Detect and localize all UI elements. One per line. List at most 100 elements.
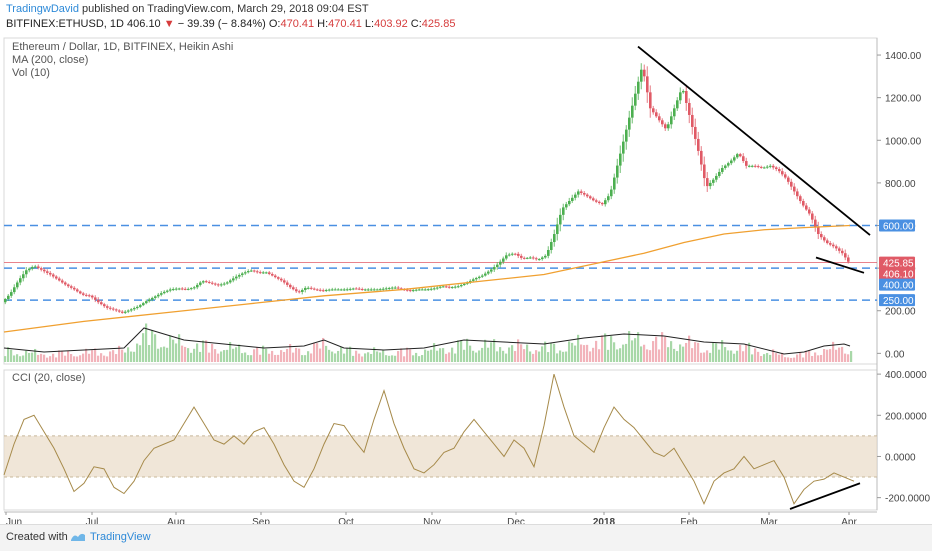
candle-body xyxy=(667,124,670,129)
candle-body xyxy=(649,92,652,109)
price-badge xyxy=(879,219,915,232)
volume-bar xyxy=(397,351,400,362)
x-axis-label: Apr xyxy=(841,517,857,524)
candle-body xyxy=(343,289,346,291)
x-axis-label: Jul xyxy=(86,517,99,524)
volume-bar xyxy=(409,349,412,362)
volume-bar xyxy=(493,339,496,362)
price-trendline xyxy=(637,45,871,236)
candle-body xyxy=(91,295,94,298)
candle-body xyxy=(421,289,424,291)
volume-bar xyxy=(556,353,559,362)
volume-bar xyxy=(727,350,730,362)
candle-body xyxy=(634,93,637,106)
candle-body xyxy=(340,289,343,291)
volume-bar xyxy=(592,347,595,362)
candle-body xyxy=(778,169,781,172)
candle-body xyxy=(820,234,823,238)
candle-body xyxy=(214,283,217,285)
candle-body xyxy=(592,198,595,201)
chart-area[interactable]: 1400.00 1200.00 1000.00 800.00 600.00 400.00 2… xyxy=(0,34,932,528)
volume-bar xyxy=(544,341,547,362)
volume-ma-line xyxy=(3,327,851,355)
volume-bar xyxy=(646,349,649,362)
volume-bar xyxy=(532,353,535,362)
candle-body xyxy=(232,278,235,281)
volume-bar xyxy=(265,348,268,362)
candle-body xyxy=(697,138,700,151)
volume-bar xyxy=(610,336,613,362)
volume-bar xyxy=(565,351,568,362)
candle-body xyxy=(517,253,520,256)
volume-bar xyxy=(4,356,7,362)
candle-body xyxy=(679,92,682,101)
volume-bar xyxy=(769,354,772,362)
candle-body xyxy=(397,287,400,289)
chart-svg[interactable]: 1400.00 1200.00 1000.00 800.00 600.00 400.00 2… xyxy=(0,34,932,528)
volume-bar xyxy=(463,349,466,362)
candle-body xyxy=(379,289,382,291)
candle-body xyxy=(241,273,244,276)
volume-bar xyxy=(829,349,832,362)
candle-body xyxy=(724,165,727,168)
tradingview-logo-icon xyxy=(71,533,85,541)
chart-header: TradingwDavid published on TradingView.c… xyxy=(0,0,932,34)
volume-bar xyxy=(373,347,376,362)
candle-body xyxy=(652,108,655,113)
candle-body xyxy=(4,299,7,303)
volume-bar xyxy=(619,348,622,362)
volume-bar xyxy=(157,348,160,362)
candle-body xyxy=(94,297,97,300)
volume-bar xyxy=(259,354,262,362)
candle-body xyxy=(205,281,208,283)
volume-bar xyxy=(211,343,214,362)
volume-bar xyxy=(508,347,511,362)
candle-body xyxy=(385,288,388,290)
volume-bar xyxy=(703,352,706,362)
candle-body xyxy=(10,292,13,296)
volume-bar xyxy=(667,347,670,362)
candle-body xyxy=(457,286,460,288)
candle-body xyxy=(268,272,271,274)
volume-bar xyxy=(550,342,553,362)
author-link[interactable]: TradingwDavid xyxy=(6,3,79,15)
volume-bar xyxy=(304,355,307,362)
candle-body xyxy=(619,153,622,166)
candle-body xyxy=(751,165,754,167)
candle-body xyxy=(49,272,52,275)
volume-bar xyxy=(274,354,277,362)
volume-bar xyxy=(127,347,130,362)
candle-body xyxy=(604,200,607,205)
candle-body xyxy=(487,271,490,274)
volume-bar xyxy=(706,350,709,362)
candle-body xyxy=(451,287,454,289)
volume-bar xyxy=(121,349,124,362)
volume-bar xyxy=(802,357,805,362)
volume-bar xyxy=(403,356,406,362)
candle-body xyxy=(25,270,28,275)
volume-bar xyxy=(370,353,373,362)
volume-bar xyxy=(655,336,658,362)
volume-bar xyxy=(748,342,751,362)
volume-bar xyxy=(190,352,193,362)
candle-body xyxy=(817,226,820,235)
volume-bar xyxy=(745,344,748,362)
tradingview-link[interactable]: TradingView xyxy=(90,531,151,543)
candle-body xyxy=(382,288,385,290)
volume-bar xyxy=(652,341,655,362)
candle-body xyxy=(307,287,310,289)
volume-bar xyxy=(697,342,700,362)
candle-body xyxy=(13,287,16,293)
candle-body xyxy=(133,308,136,310)
x-axis-label: 2018 xyxy=(593,517,616,524)
volume-bar xyxy=(328,349,331,362)
volume-bar xyxy=(637,332,640,362)
volume-bar xyxy=(307,351,310,362)
volume-bar xyxy=(820,354,823,362)
cci-line xyxy=(3,373,855,506)
volume-bar xyxy=(415,352,418,362)
volume-bar xyxy=(685,342,688,362)
volume-bar xyxy=(268,353,271,362)
candle-body xyxy=(322,290,325,292)
volume-bar xyxy=(46,357,49,362)
